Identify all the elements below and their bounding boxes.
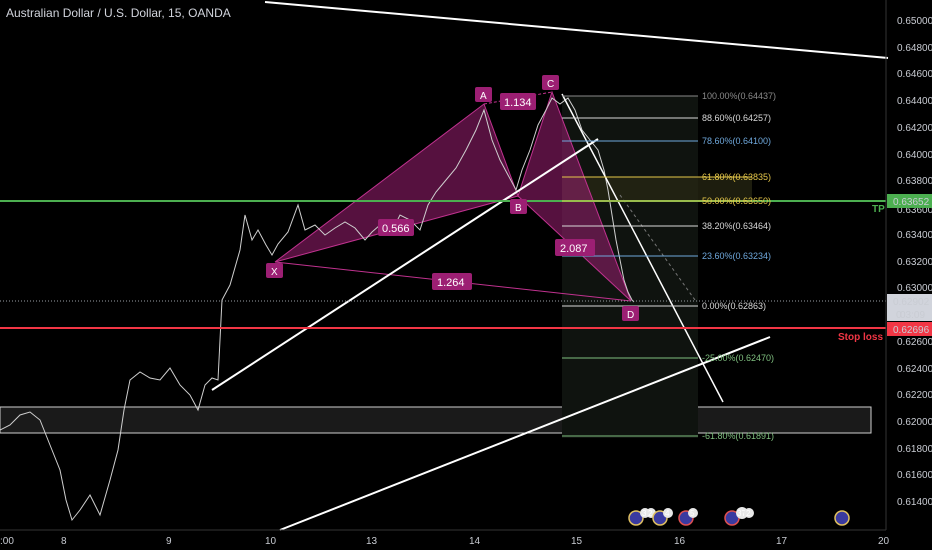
- trendline-falling[interactable]: [561, 93, 724, 403]
- support-zone[interactable]: [0, 406, 872, 434]
- tp-label: TP: [872, 204, 885, 215]
- price-tick: 0.63600: [897, 205, 932, 216]
- ratio-label-bcd[interactable]: 2.087: [555, 239, 595, 256]
- fib-label: 61.80%(0.63835): [702, 172, 771, 182]
- price-tick: 0.64600: [897, 69, 932, 80]
- pattern-point-x[interactable]: X: [266, 263, 283, 278]
- price-tick: 0.63400: [897, 230, 932, 241]
- price-tick: 0.63000: [897, 283, 932, 294]
- time-tick: 10: [265, 536, 277, 547]
- time-tick: 17: [776, 536, 788, 547]
- svg-text:2: 2: [648, 509, 653, 518]
- price-tick: 0.63800: [897, 176, 932, 187]
- svg-text:37: 37: [737, 509, 746, 518]
- svg-text:5: 5: [690, 509, 695, 518]
- price-tick: 0.62200: [897, 390, 932, 401]
- fib-label: 50.00%(0.63650): [702, 196, 771, 206]
- svg-text:C: C: [547, 79, 554, 90]
- time-axis[interactable]: :00 8 9 10 13 14 15 16 17 20: [0, 529, 890, 547]
- svg-text:A: A: [480, 91, 487, 102]
- price-tick: 0.64400: [897, 96, 932, 107]
- time-tick: :00: [0, 536, 14, 547]
- fib-background: [562, 96, 698, 438]
- fib-zone-upper: [562, 177, 752, 201]
- svg-text:D: D: [627, 310, 634, 321]
- fib-label: 78.60%(0.64100): [702, 136, 771, 146]
- price-tick: 0.63200: [897, 257, 932, 268]
- current-price-tag[interactable]: 0.62902 03:09: [887, 294, 932, 321]
- stop-loss-price-tag[interactable]: 0.62696: [887, 322, 932, 336]
- svg-text:2.087: 2.087: [560, 243, 588, 255]
- svg-text:4: 4: [665, 509, 670, 518]
- event-badges[interactable]: 3 2 4 5 37 2: [628, 507, 850, 526]
- svg-text:1.134: 1.134: [504, 97, 532, 109]
- svg-text:03:09: 03:09: [900, 310, 925, 321]
- svg-text:0.63652: 0.63652: [893, 197, 930, 208]
- fib-label: 0.00%(0.62863): [702, 301, 766, 311]
- pattern-point-a[interactable]: A: [475, 87, 492, 102]
- svg-text:3: 3: [642, 509, 647, 518]
- svg-text:0.62902: 0.62902: [893, 297, 930, 308]
- pattern-point-c[interactable]: C: [542, 75, 559, 90]
- price-tick: 0.61400: [897, 497, 932, 508]
- price-tick: 0.64800: [897, 43, 932, 54]
- price-tick: 0.62000: [897, 417, 932, 428]
- svg-text:2: 2: [746, 509, 751, 518]
- price-tick: 0.61800: [897, 444, 932, 455]
- ratio-label-xabc[interactable]: 1.134: [500, 93, 536, 110]
- price-tick: 0.65000: [897, 16, 932, 27]
- time-tick: 8: [61, 536, 67, 547]
- fib-label: 23.60%(0.63234): [702, 251, 771, 261]
- svg-text:1.264: 1.264: [437, 277, 465, 289]
- price-tick: 0.64200: [897, 123, 932, 134]
- ratio-label-xad[interactable]: 1.264: [432, 273, 472, 290]
- price-tick: 0.62600: [897, 337, 932, 348]
- fib-label: -61.80%(0.61891): [702, 431, 774, 441]
- fib-lines[interactable]: [562, 95, 752, 437]
- harmonic-pattern[interactable]: [274, 90, 632, 302]
- price-axis[interactable]: 0.65000 0.64800 0.64600 0.64400 0.64200 …: [885, 0, 932, 530]
- time-tick: 9: [166, 536, 172, 547]
- tp-price-tag[interactable]: 0.63652: [887, 194, 932, 208]
- time-tick: 15: [571, 536, 583, 547]
- pattern-point-b[interactable]: B: [510, 199, 527, 214]
- price-tick: 0.64000: [897, 150, 932, 161]
- time-tick: 16: [674, 536, 686, 547]
- ratio-label-xab[interactable]: 0.566: [378, 219, 414, 236]
- time-tick: 20: [878, 536, 890, 547]
- trendline-top[interactable]: [264, 1, 889, 59]
- chart-title: Australian Dollar / U.S. Dollar, 15, OAN…: [6, 6, 231, 20]
- fib-label: 88.60%(0.64257): [702, 113, 771, 123]
- svg-text:0.566: 0.566: [382, 223, 410, 235]
- fib-label: 38.20%(0.63464): [702, 221, 771, 231]
- trendline-rising-channel[interactable]: [211, 138, 599, 391]
- price-tick: 0.62400: [897, 364, 932, 375]
- fib-label: 100.00%(0.64437): [702, 91, 776, 101]
- current-price-prefix: 0: [896, 310, 902, 321]
- svg-text:X: X: [271, 267, 278, 278]
- price-tick: 0.61600: [897, 470, 932, 481]
- pattern-point-d[interactable]: D: [622, 306, 639, 321]
- fib-label: -25.00%(0.62470): [702, 353, 774, 363]
- svg-text:0.62696: 0.62696: [893, 325, 930, 336]
- time-tick: 14: [469, 536, 481, 547]
- time-tick: 13: [366, 536, 378, 547]
- trendline-lower[interactable]: [279, 336, 771, 531]
- stop-loss-label: Stop loss: [838, 332, 883, 343]
- svg-text:B: B: [515, 203, 522, 214]
